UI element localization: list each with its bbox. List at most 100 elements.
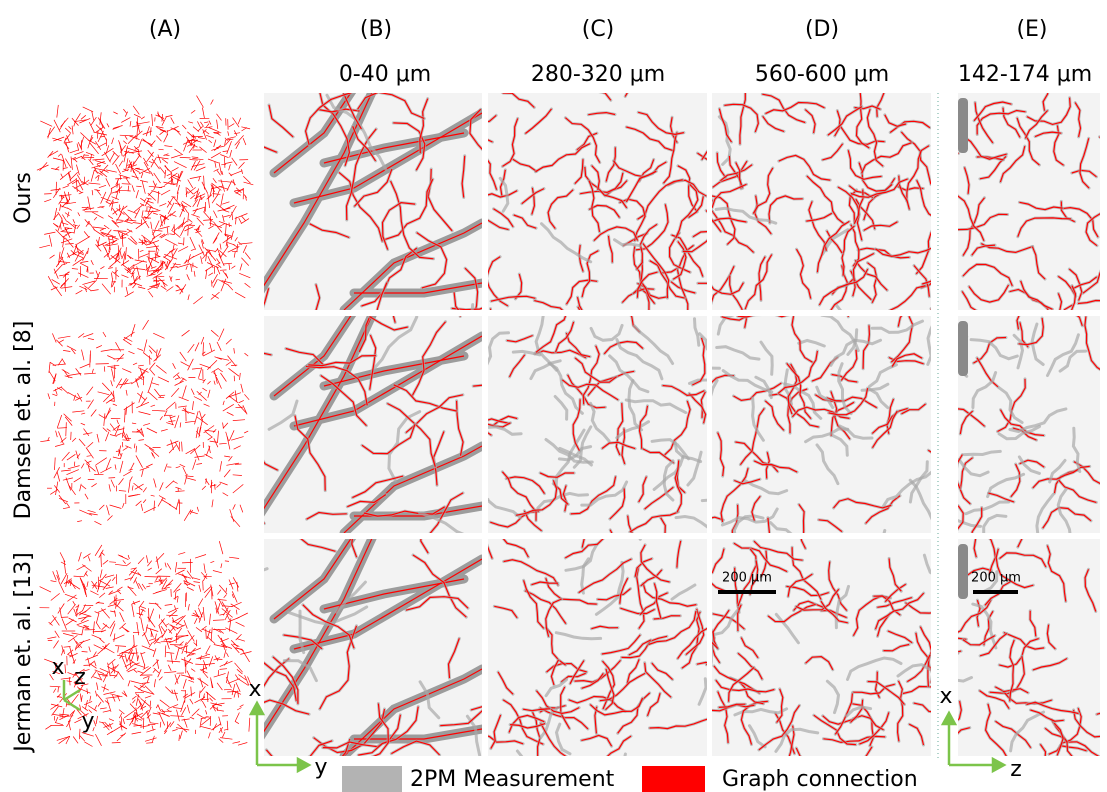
vessel-3d — [40, 440, 49, 441]
vessel-3d — [128, 186, 129, 191]
vessel-3d — [82, 485, 87, 489]
vessel-3d — [119, 183, 120, 193]
vessel-3d — [198, 599, 203, 607]
vessel-3d — [187, 671, 192, 680]
vessel-3d — [207, 381, 210, 384]
vessel-3d — [244, 182, 254, 185]
vessel-3d — [68, 635, 77, 642]
row-label: Jerman et. al. [13] — [11, 552, 36, 753]
vessel-3d — [113, 151, 118, 156]
vessel-3d — [95, 175, 98, 178]
vessel-3d — [228, 285, 233, 290]
vessel-3d — [119, 161, 123, 167]
vessel-3d — [229, 368, 239, 376]
vessel-3d — [203, 581, 204, 591]
vessel-3d — [72, 269, 78, 270]
vessel-3d — [192, 157, 199, 158]
vessel-3d — [62, 215, 66, 222]
vessel-3d — [235, 675, 237, 679]
vessel-3d — [91, 260, 93, 265]
vessel-3d — [100, 639, 105, 644]
vessel-3d — [76, 113, 81, 121]
vessel-3d — [153, 213, 158, 215]
vessel-3d — [245, 283, 251, 287]
vessel-3d — [239, 162, 245, 168]
vessel-3d — [72, 438, 76, 442]
vessel-3d — [44, 199, 51, 202]
vessel-3d — [141, 653, 145, 666]
vessel-3d — [160, 700, 170, 707]
vessel-3d — [147, 152, 154, 162]
vessel-3d — [149, 448, 159, 457]
vessel-3d — [132, 125, 140, 127]
vessel-3d — [225, 561, 229, 562]
vessel-3d — [92, 635, 102, 639]
vessel-3d — [107, 365, 119, 366]
vessel-3d — [134, 670, 137, 673]
vessel-3d — [137, 622, 139, 635]
vessel-3d — [214, 371, 217, 384]
vessel-3d — [195, 555, 206, 559]
vessel-3d — [188, 226, 189, 236]
vessel — [179, 352, 272, 379]
vessel-3d — [165, 646, 166, 658]
vessel-3d — [217, 484, 221, 488]
vessel-3d — [187, 587, 194, 590]
vessel-3d — [121, 238, 127, 239]
vessel-3d — [237, 582, 238, 592]
vessel-3d — [145, 577, 159, 578]
vessel-3d — [202, 388, 207, 391]
vessel-3d — [191, 264, 192, 272]
vessel-3d — [179, 397, 189, 401]
vessel-3d — [216, 608, 217, 614]
vessel-3d — [96, 465, 99, 474]
vessel-3d — [176, 648, 179, 660]
vessel-3d — [235, 713, 239, 722]
vessel-3d — [188, 630, 195, 641]
column-subtitle: 142-174 μm — [958, 62, 1092, 87]
vessel-3d — [235, 214, 248, 219]
vessel-3d — [61, 562, 66, 565]
vessel-3d — [220, 738, 232, 740]
vessel-3d — [149, 603, 159, 604]
vessel-3d — [224, 456, 230, 457]
vessel-3d — [239, 218, 242, 223]
vessel-3d — [184, 510, 191, 521]
vessel-3d — [195, 697, 205, 703]
vessel-3d — [61, 223, 68, 225]
vessel-3d — [58, 212, 62, 219]
vessel-3d — [233, 484, 244, 493]
vessel-3d — [149, 639, 155, 641]
vessel-3d — [119, 491, 126, 492]
vessel-3d — [139, 609, 143, 618]
vessel-3d — [176, 499, 179, 510]
vessel-3d — [141, 173, 143, 178]
vessel-3d — [176, 635, 188, 638]
vessel-3d — [132, 604, 134, 617]
vessel-3d — [78, 236, 90, 243]
vessel-3d — [163, 257, 171, 262]
vessel-3d — [180, 207, 185, 218]
vessel-3d — [188, 122, 193, 123]
vessel-3d — [233, 244, 237, 247]
vessel-3d — [146, 743, 153, 744]
vessel-3d — [216, 146, 224, 147]
vessel-3d — [206, 252, 207, 261]
vessel-3d — [74, 478, 81, 483]
vessel-3d — [96, 458, 107, 465]
vessel-3d — [229, 557, 239, 558]
scale-bar — [718, 590, 776, 594]
vessel-3d — [210, 441, 218, 442]
vessel-3d — [106, 408, 111, 420]
column-label: (B) — [360, 17, 392, 42]
vessel-3d — [202, 414, 206, 419]
vessel-3d — [109, 484, 111, 491]
vessel-3d — [204, 586, 211, 593]
vessel-3d — [61, 118, 69, 127]
vessel-3d — [204, 127, 212, 128]
vessel-3d — [63, 507, 70, 508]
vessel-3d — [118, 671, 124, 680]
vessel-3d — [223, 608, 228, 616]
vessel-3d — [49, 371, 55, 381]
vessel-3d — [175, 415, 179, 428]
